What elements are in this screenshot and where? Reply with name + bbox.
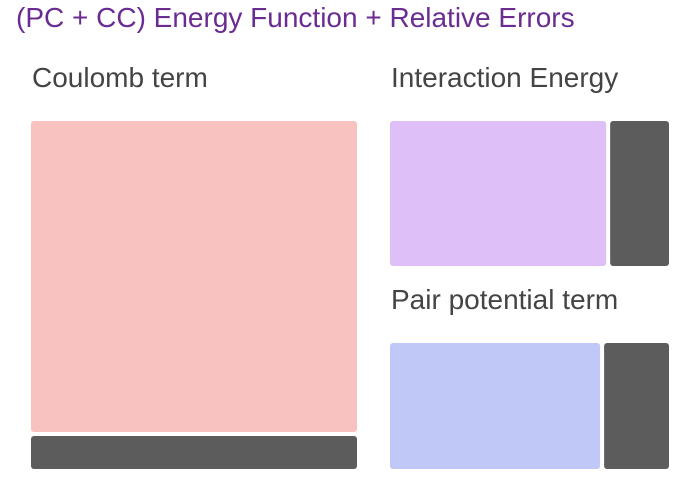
chart-title: (PC + CC) Energy Function + Relative Err… (16, 2, 575, 33)
tile-coulomb-value[interactable] (31, 121, 357, 432)
panel-title-interaction-energy: Interaction Energy (391, 62, 619, 93)
tile-coulomb-error[interactable] (31, 435, 357, 469)
tile-pair-potential-error[interactable] (604, 343, 669, 469)
tile-interaction-energy-error[interactable] (610, 121, 669, 266)
tile-pair-potential-value[interactable] (390, 343, 601, 469)
panel-title-pair-potential: Pair potential term (391, 284, 619, 315)
panel-title-coulomb: Coulomb term (32, 62, 208, 93)
tile-interaction-energy-value[interactable] (390, 121, 607, 266)
